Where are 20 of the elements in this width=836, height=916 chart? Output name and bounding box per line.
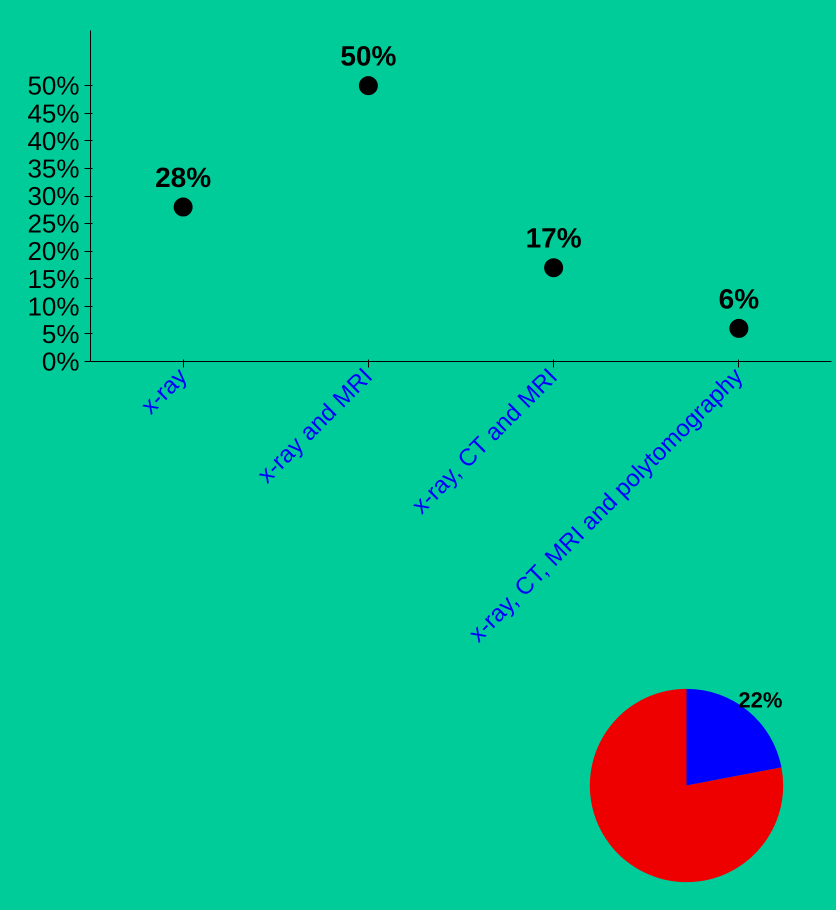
text: 50% <box>340 40 396 72</box>
y-tick-label: 15% <box>27 264 80 294</box>
y-tick-label: 35% <box>27 153 80 184</box>
y-tick-label: 0% <box>42 346 80 376</box>
y-tick-label: 20% <box>27 236 80 266</box>
point <box>358 76 378 96</box>
text: 28% <box>155 162 212 194</box>
y-tick-label: 50% <box>27 70 80 101</box>
text: 6% <box>718 283 760 314</box>
y-tick-label: 30% <box>27 181 80 211</box>
y-tick-label: 40% <box>27 126 80 156</box>
point <box>544 258 564 278</box>
y-tick-label: 25% <box>27 208 80 239</box>
y-tick-label: 45% <box>27 98 80 128</box>
point <box>174 198 193 217</box>
point <box>729 318 748 338</box>
text: 17% <box>526 222 582 254</box>
y-tick-label: 5% <box>42 318 80 349</box>
data-label: 22% <box>738 688 782 713</box>
y-tick-label: 10% <box>27 291 80 322</box>
